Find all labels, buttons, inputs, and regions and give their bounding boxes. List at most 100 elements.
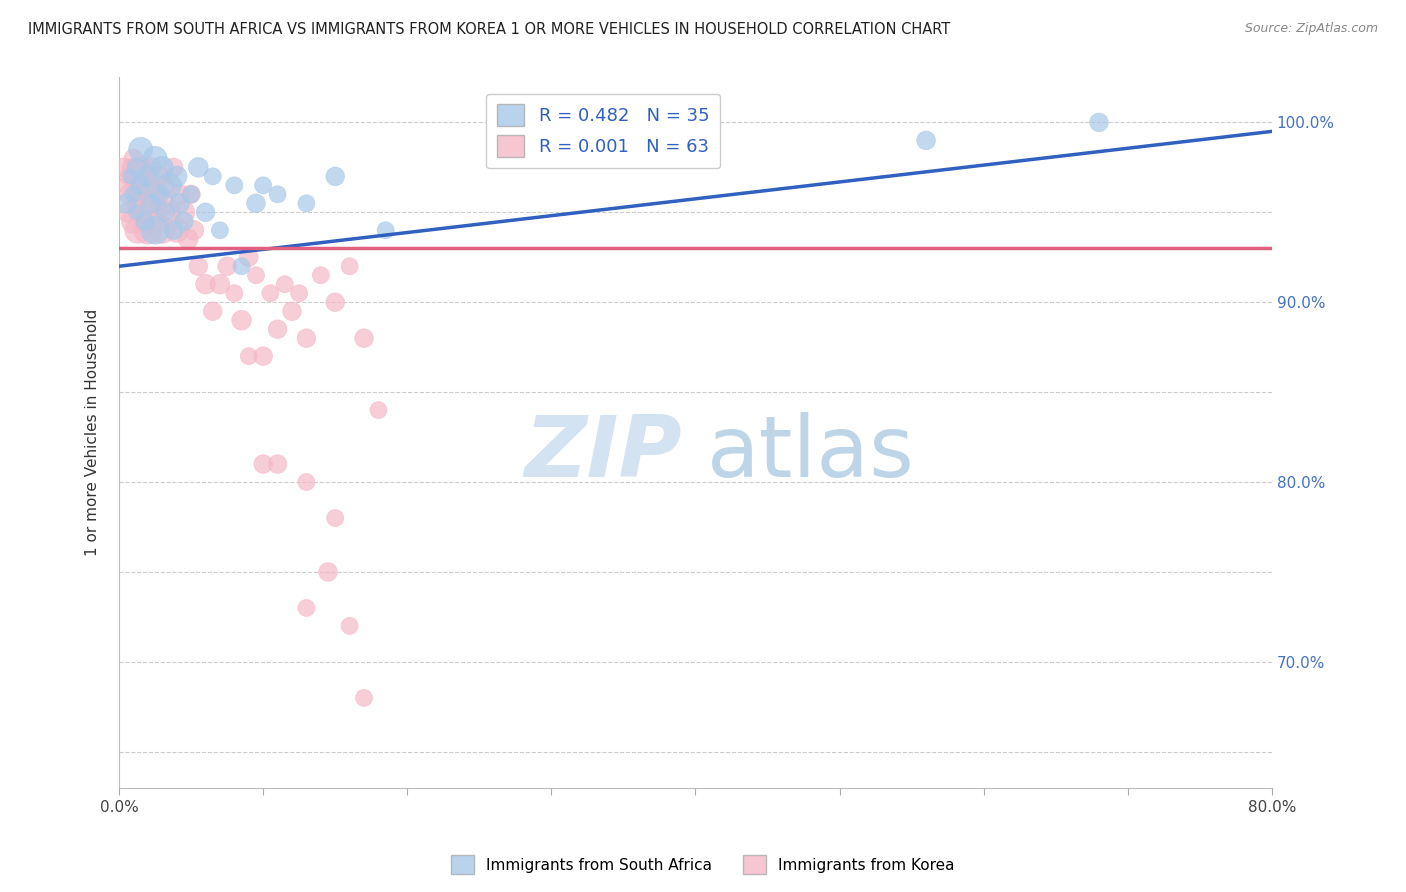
Point	[136, 223, 159, 237]
Point	[309, 268, 332, 283]
Point	[252, 457, 274, 471]
Point	[173, 205, 195, 219]
Point	[353, 690, 375, 705]
Point	[153, 178, 176, 193]
Legend: R = 0.482   N = 35, R = 0.001   N = 63: R = 0.482 N = 35, R = 0.001 N = 63	[486, 94, 720, 169]
Point	[120, 169, 142, 184]
Point	[122, 214, 145, 228]
Text: ZIP: ZIP	[524, 412, 682, 495]
Point	[339, 619, 361, 633]
Point	[194, 277, 217, 292]
Point	[295, 601, 318, 615]
Point	[129, 178, 152, 193]
Point	[129, 161, 152, 175]
Point	[231, 313, 253, 327]
Point	[163, 223, 186, 237]
Point	[122, 152, 145, 166]
Point	[125, 169, 148, 184]
Point	[148, 187, 170, 202]
Point	[150, 223, 173, 237]
Point	[266, 457, 288, 471]
Point	[159, 178, 181, 193]
Point	[187, 161, 209, 175]
Point	[201, 169, 224, 184]
Point	[252, 178, 274, 193]
Point	[274, 277, 297, 292]
Point	[224, 286, 246, 301]
Point	[143, 214, 166, 228]
Point	[281, 304, 304, 318]
Point	[127, 223, 149, 237]
Point	[118, 169, 141, 184]
Point	[208, 277, 231, 292]
Point	[201, 304, 224, 318]
Point	[374, 223, 396, 237]
Point	[150, 161, 173, 175]
Point	[143, 223, 166, 237]
Point	[112, 161, 135, 175]
Point	[129, 187, 152, 202]
Point	[125, 161, 148, 175]
Text: IMMIGRANTS FROM SOUTH AFRICA VS IMMIGRANTS FROM KOREA 1 OR MORE VEHICLES IN HOUS: IMMIGRANTS FROM SOUTH AFRICA VS IMMIGRAN…	[28, 22, 950, 37]
Point	[117, 205, 139, 219]
Point	[339, 259, 361, 273]
Point	[183, 223, 205, 237]
Point	[238, 349, 260, 363]
Point	[245, 268, 267, 283]
Point	[120, 161, 142, 175]
Point	[125, 196, 148, 211]
Point	[323, 169, 346, 184]
Point	[139, 196, 162, 211]
Point	[134, 205, 156, 219]
Point	[125, 205, 148, 219]
Point	[217, 259, 239, 273]
Legend: Immigrants from South Africa, Immigrants from Korea: Immigrants from South Africa, Immigrants…	[446, 849, 960, 880]
Point	[316, 565, 339, 579]
Point	[139, 161, 162, 175]
Point	[353, 331, 375, 345]
Point	[245, 196, 267, 211]
Point	[150, 196, 173, 211]
Point	[136, 169, 159, 184]
Point	[148, 169, 170, 184]
Point	[134, 214, 156, 228]
Point	[238, 250, 260, 264]
Point	[288, 286, 311, 301]
Point	[169, 187, 191, 202]
Point	[208, 223, 231, 237]
Point	[166, 223, 188, 237]
Point	[194, 205, 217, 219]
Point	[295, 475, 318, 489]
Point	[187, 259, 209, 273]
Point	[166, 169, 188, 184]
Point	[169, 196, 191, 211]
Point	[122, 187, 145, 202]
Point	[143, 187, 166, 202]
Point	[163, 161, 186, 175]
Point	[295, 196, 318, 211]
Point	[323, 511, 346, 525]
Point	[132, 169, 155, 184]
Point	[153, 205, 176, 219]
Point	[252, 349, 274, 363]
Point	[295, 331, 318, 345]
Point	[259, 286, 281, 301]
Point	[915, 133, 938, 147]
Text: atlas: atlas	[707, 412, 915, 495]
Point	[323, 295, 346, 310]
Point	[180, 187, 202, 202]
Point	[115, 178, 138, 193]
Point	[367, 403, 389, 417]
Point	[173, 214, 195, 228]
Point	[177, 232, 200, 246]
Point	[115, 196, 138, 211]
Point	[231, 259, 253, 273]
Point	[139, 196, 162, 211]
Y-axis label: 1 or more Vehicles in Household: 1 or more Vehicles in Household	[86, 309, 100, 557]
Point	[143, 152, 166, 166]
Point	[224, 178, 246, 193]
Point	[1088, 115, 1111, 129]
Text: Source: ZipAtlas.com: Source: ZipAtlas.com	[1244, 22, 1378, 36]
Point	[159, 205, 181, 219]
Point	[136, 178, 159, 193]
